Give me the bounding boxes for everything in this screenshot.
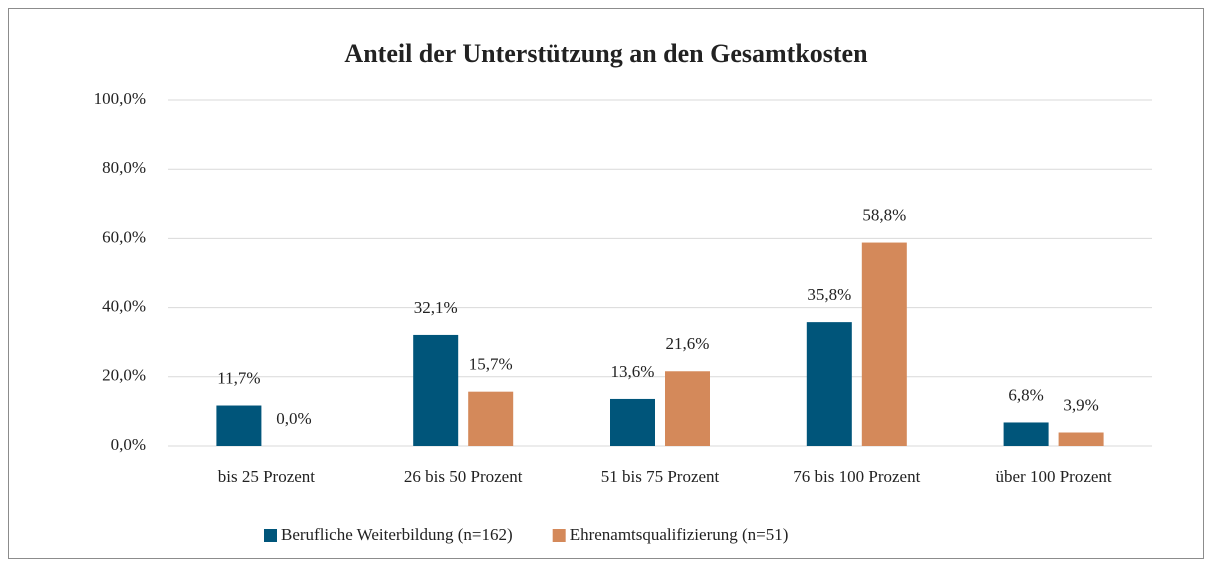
data-label: 58,8%: [862, 205, 906, 224]
bar: [610, 398, 655, 446]
x-tick-label: bis 25 Prozent: [218, 467, 316, 486]
data-label: 11,7%: [217, 368, 260, 387]
data-label: 35,8%: [807, 285, 851, 304]
bar: [806, 322, 852, 446]
x-tick-label: 76 bis 100 Prozent: [793, 467, 920, 486]
bar: [468, 391, 514, 446]
x-tick-label: 26 bis 50 Prozent: [404, 467, 523, 486]
legend-swatch: [264, 529, 277, 542]
legend-label: Ehrenamtsqualifizierung (n=51): [570, 525, 789, 544]
bar: [665, 371, 710, 446]
bar: [413, 334, 459, 446]
x-tick-label: 51 bis 75 Prozent: [601, 467, 720, 486]
data-label: 6,8%: [1008, 385, 1043, 404]
bar: [861, 242, 907, 446]
y-tick-label: 100,0%: [94, 89, 146, 108]
y-tick-label: 80,0%: [102, 158, 146, 177]
data-label: 13,6%: [611, 362, 655, 381]
legend-label: Berufliche Weiterbildung (n=162): [281, 525, 513, 544]
bar: [1058, 432, 1104, 446]
chart-title: Anteil der Unterstützung an den Gesamtko…: [344, 39, 868, 68]
legend-swatch: [552, 529, 566, 542]
bar: [1003, 422, 1049, 446]
data-label: 15,7%: [469, 355, 513, 374]
y-tick-label: 0,0%: [111, 435, 146, 454]
data-label: 21,6%: [666, 334, 710, 353]
data-label: 3,9%: [1063, 395, 1098, 414]
y-tick-label: 40,0%: [102, 297, 146, 316]
x-tick-label: über 100 Prozent: [996, 467, 1112, 486]
y-tick-label: 60,0%: [102, 227, 146, 246]
data-label: 0,0%: [276, 409, 311, 428]
bar: [216, 405, 262, 446]
data-label: 32,1%: [414, 298, 458, 317]
y-tick-label: 20,0%: [102, 366, 146, 385]
